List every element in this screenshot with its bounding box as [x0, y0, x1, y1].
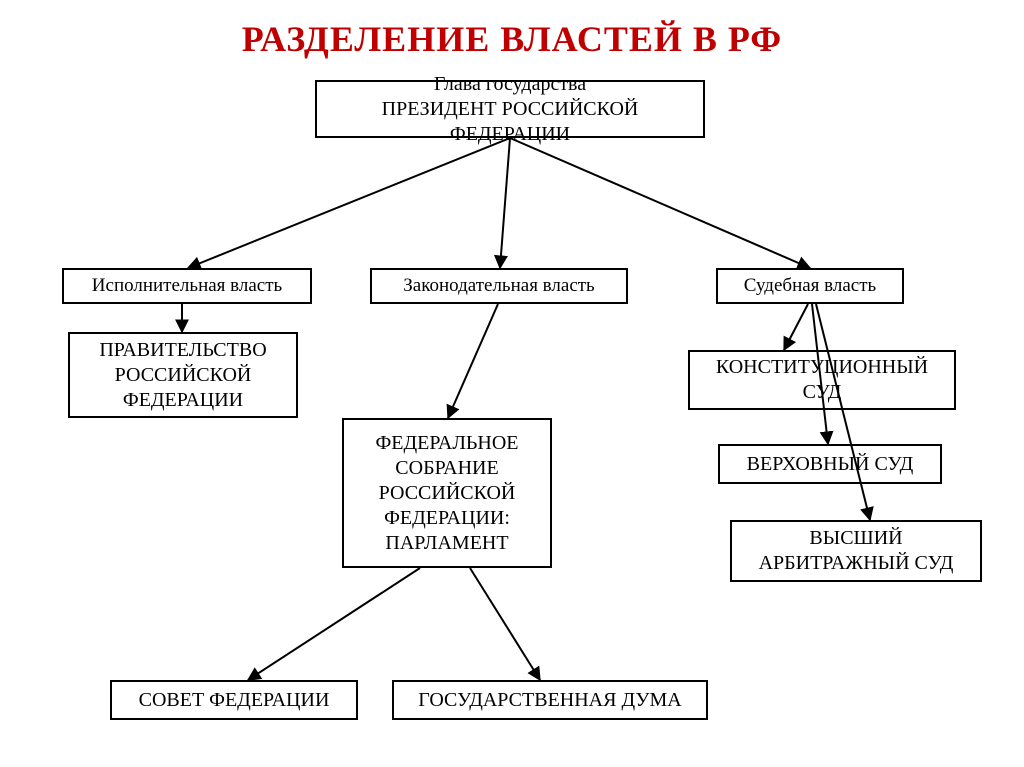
edge-president-to-judicial: [510, 138, 810, 268]
node-legislative-branch: Законодательная власть: [370, 268, 628, 304]
node-executive-branch: Исполнительная власть: [62, 268, 312, 304]
node-federation-council-label: СОВЕТ ФЕДЕРАЦИИ: [139, 688, 330, 713]
node-federal-assembly-line1: ФЕДЕРАЛЬНОЕ: [375, 431, 518, 456]
node-government-line1: ПРАВИТЕЛЬСТВО: [99, 338, 266, 363]
node-legislative-label: Законодательная власть: [403, 274, 594, 298]
node-executive-label: Исполнительная власть: [92, 274, 282, 298]
node-federal-assembly: ФЕДЕРАЛЬНОЕ СОБРАНИЕ РОССИЙСКОЙ ФЕДЕРАЦИ…: [342, 418, 552, 568]
node-federal-assembly-line2: СОБРАНИЕ: [395, 456, 498, 481]
node-federal-assembly-line3: РОССИЙСКОЙ: [379, 481, 516, 506]
edge-federal_assembly-to-federation_council: [248, 568, 420, 680]
node-judicial-branch: Судебная власть: [716, 268, 904, 304]
node-federal-assembly-line5: ПАРЛАМЕНТ: [385, 531, 508, 556]
node-state-duma: ГОСУДАРСТВЕННАЯ ДУМА: [392, 680, 708, 720]
node-arbitration-court: ВЫСШИЙ АРБИТРАЖНЫЙ СУД: [730, 520, 982, 582]
node-president-line1: Глава государства: [434, 72, 586, 97]
node-president-line2: ПРЕЗИДЕНТ РОССИЙСКОЙ ФЕДЕРАЦИИ: [325, 97, 695, 147]
node-federal-assembly-line4: ФЕДЕРАЦИИ:: [384, 506, 510, 531]
edge-president-to-executive: [188, 138, 510, 268]
edge-judicial-to-arbitration_court: [816, 304, 870, 520]
node-constitutional-court: КОНСТИТУЦИОННЫЙ СУД: [688, 350, 956, 410]
edge-legislative-to-federal_assembly: [448, 304, 498, 418]
diagram-title: РАЗДЕЛЕНИЕ ВЛАСТЕЙ В РФ: [0, 18, 1024, 60]
node-supreme-court: ВЕРХОВНЫЙ СУД: [718, 444, 942, 484]
node-judicial-label: Судебная власть: [744, 274, 876, 298]
edge-president-to-legislative: [500, 138, 510, 268]
edge-federal_assembly-to-state_duma: [470, 568, 540, 680]
node-government-line2: РОССИЙСКОЙ: [115, 363, 252, 388]
node-president: Глава государства ПРЕЗИДЕНТ РОССИЙСКОЙ Ф…: [315, 80, 705, 138]
node-arbitration-court-line1: ВЫСШИЙ: [809, 526, 902, 551]
node-constitutional-court-line1: КОНСТИТУЦИОННЫЙ: [716, 355, 928, 380]
node-government: ПРАВИТЕЛЬСТВО РОССИЙСКОЙ ФЕДЕРАЦИИ: [68, 332, 298, 418]
node-federation-council: СОВЕТ ФЕДЕРАЦИИ: [110, 680, 358, 720]
node-supreme-court-label: ВЕРХОВНЫЙ СУД: [747, 452, 914, 477]
node-constitutional-court-line2: СУД: [803, 380, 842, 405]
node-government-line3: ФЕДЕРАЦИИ: [123, 388, 243, 413]
node-state-duma-label: ГОСУДАРСТВЕННАЯ ДУМА: [418, 688, 681, 713]
edge-judicial-to-const_court: [784, 304, 808, 350]
node-arbitration-court-line2: АРБИТРАЖНЫЙ СУД: [759, 551, 954, 576]
